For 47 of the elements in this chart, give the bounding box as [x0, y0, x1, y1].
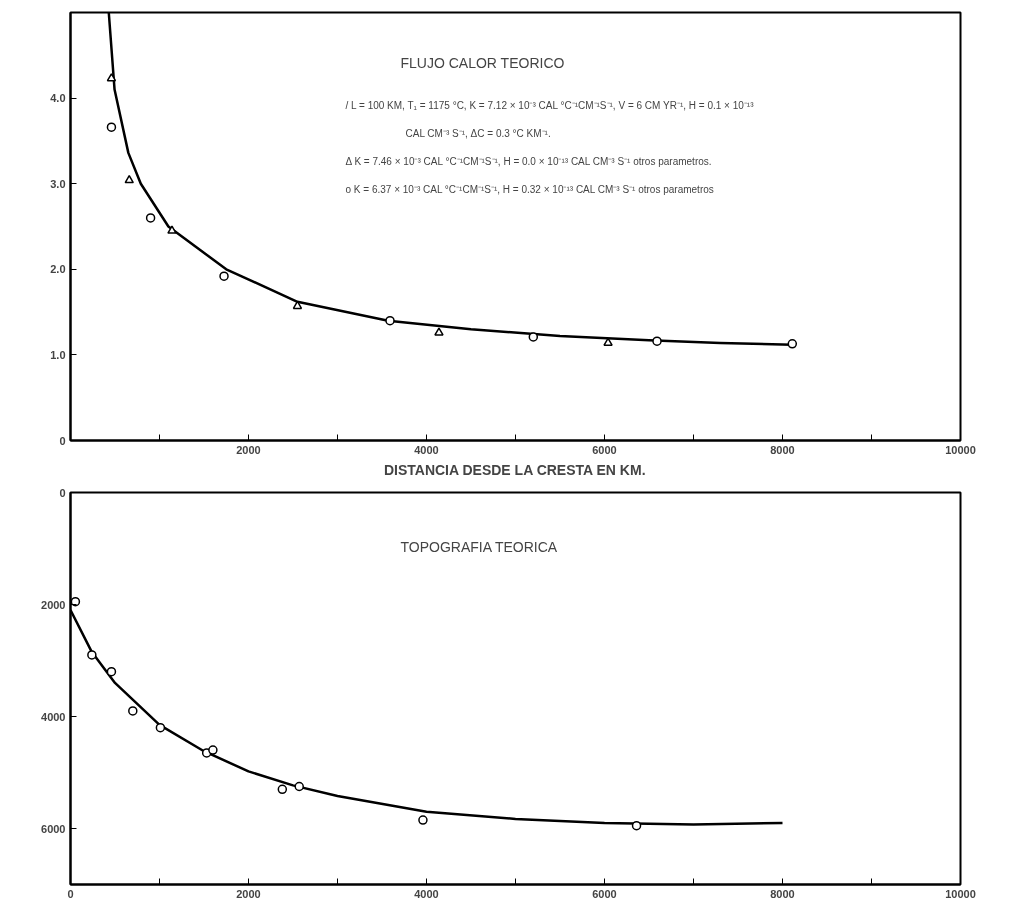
point	[787, 339, 798, 349]
point	[294, 781, 304, 792]
point	[87, 650, 97, 660]
y-tick-label: 4.0	[50, 92, 66, 105]
point	[128, 706, 138, 716]
x-tick-label: 2000	[236, 443, 261, 456]
x-tick-label: 10000	[945, 443, 976, 456]
point	[434, 327, 444, 336]
y-tick-label: 3.0	[50, 177, 66, 190]
point	[385, 315, 395, 326]
y-tick-label: 0	[59, 486, 66, 499]
text: TOPOGRAFIA TEORICA	[400, 538, 558, 555]
text: FLUJO CALOR TEORICO	[400, 54, 565, 71]
point	[167, 225, 177, 234]
annotation: Δ K = 7.46 × 10⁻³ CAL °C⁻¹CM⁻¹S⁻¹, H = 0.0 × 10⁻¹³ CAL CM⁻³ S⁻¹ otros parametros.	[345, 155, 712, 167]
point	[277, 784, 288, 795]
point	[528, 332, 539, 342]
x-tick-label: 10000	[945, 887, 976, 900]
point	[106, 666, 117, 677]
y-tick-label: 1.0	[50, 348, 66, 361]
x-tick-label: 8000	[770, 887, 795, 900]
x-tick-label: 6000	[592, 887, 617, 900]
point	[124, 174, 134, 184]
point	[145, 213, 156, 223]
point	[652, 336, 662, 346]
annotation: o K = 6.37 × 10⁻³ CAL °C⁻¹CM⁻¹S⁻¹, H = 0.32 × 10⁻¹³ CAL CM⁻³ S⁻¹ otros parametros	[345, 183, 714, 195]
x-tick-label: 0	[67, 887, 74, 900]
annotation: / L = 100 KM, T₁ = 1175 °C, K = 7.12 × 10⁻³ CAL °C⁻¹CM⁻¹S⁻¹, V = 6 CM YR⁻¹, H = 0.1 × 10⁻¹³	[345, 99, 755, 111]
point	[418, 815, 428, 825]
y-tick-label: 6000	[41, 822, 66, 835]
point	[106, 122, 117, 132]
x-tick-label: 8000	[770, 443, 795, 456]
x-tick-label: 4000	[414, 887, 439, 900]
annotation: CAL CM⁻³ S⁻¹, ΔC = 0.3 °C KM⁻¹.	[405, 127, 551, 139]
y-tick-label: 2000	[41, 598, 66, 611]
y-tick-label: 0	[59, 434, 66, 447]
x-axis-title: DISTANCIA DESDE LA CRESTA EN KM.	[383, 461, 646, 478]
point	[631, 820, 642, 831]
point	[155, 722, 166, 733]
x-tick-label: 6000	[592, 443, 617, 456]
point	[106, 73, 117, 82]
x-tick-label: 2000	[236, 887, 261, 900]
x-tick-label: 4000	[414, 443, 439, 456]
y-tick-label: 2.0	[50, 263, 66, 276]
point	[208, 745, 218, 755]
point	[219, 271, 229, 281]
y-tick-label: 4000	[41, 710, 66, 723]
